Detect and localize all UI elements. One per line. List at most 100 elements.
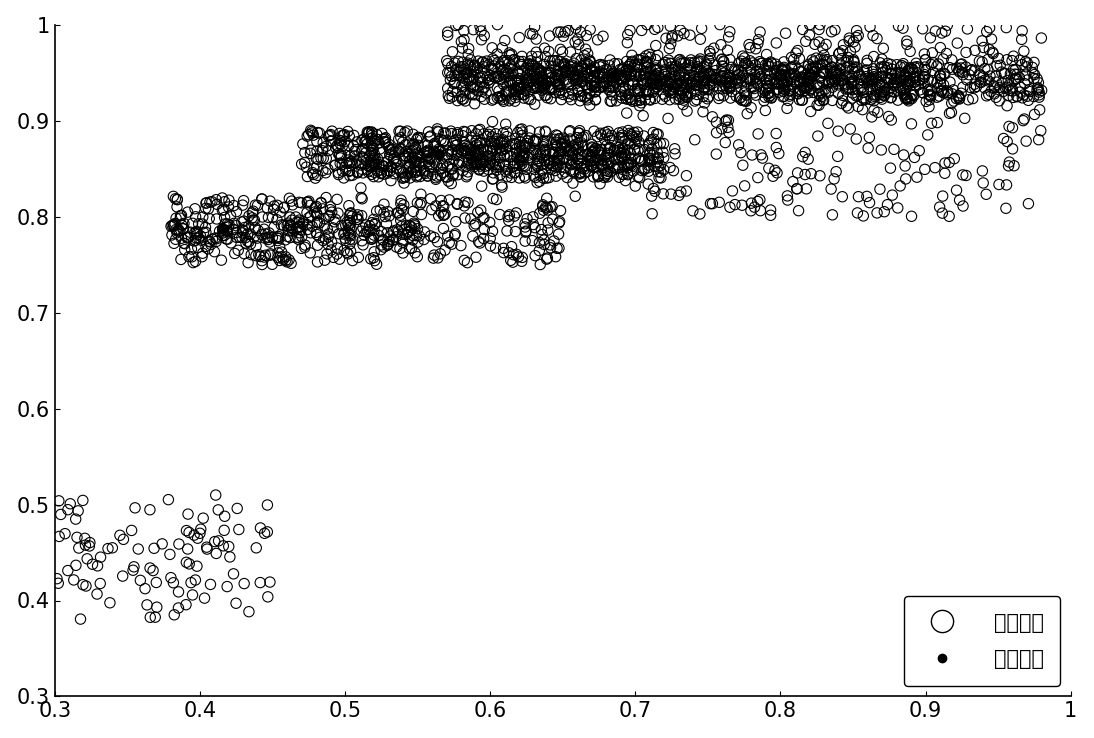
Point <box>712 71 730 83</box>
Point <box>934 190 952 202</box>
Point <box>858 94 875 106</box>
Point <box>635 130 652 142</box>
Point <box>560 126 578 138</box>
Point <box>696 82 713 94</box>
Point <box>473 34 490 46</box>
Point <box>462 54 479 66</box>
Point <box>357 219 374 231</box>
Point <box>689 57 707 69</box>
Point <box>531 77 548 89</box>
Point <box>206 246 223 258</box>
Point <box>990 179 1008 190</box>
Point <box>947 93 965 105</box>
Point <box>695 106 712 117</box>
Point <box>939 85 956 97</box>
Point <box>563 69 581 81</box>
Point <box>573 75 591 87</box>
Point <box>615 81 632 93</box>
Point <box>815 94 833 106</box>
Point <box>480 58 498 70</box>
Point <box>516 142 534 154</box>
Point <box>647 92 664 104</box>
Point <box>392 210 409 221</box>
Point <box>618 145 636 156</box>
Point <box>569 137 586 149</box>
Point <box>486 71 503 83</box>
Point <box>324 222 341 234</box>
Point <box>986 88 1003 100</box>
Point <box>423 169 441 181</box>
Point <box>1012 81 1029 93</box>
Point <box>526 135 544 147</box>
Point <box>476 224 493 235</box>
Point <box>235 578 253 590</box>
Point <box>954 81 971 93</box>
Point <box>364 154 382 166</box>
Point <box>387 241 405 253</box>
Point <box>309 145 326 156</box>
Point <box>1025 72 1043 84</box>
Point <box>513 50 531 62</box>
Point <box>586 81 604 93</box>
Point <box>184 218 201 230</box>
Point <box>490 161 508 173</box>
Point <box>674 85 691 97</box>
Point <box>392 164 409 176</box>
Point <box>872 61 889 73</box>
Point <box>201 236 219 248</box>
Point <box>582 63 600 75</box>
Point <box>661 162 678 173</box>
Point <box>489 139 507 151</box>
Point <box>828 68 846 80</box>
Point <box>875 86 893 97</box>
Point <box>548 55 566 66</box>
Point <box>618 68 636 80</box>
Point <box>513 149 531 161</box>
Point <box>551 133 569 145</box>
Point <box>876 82 894 94</box>
Point <box>640 49 657 61</box>
Point <box>511 159 528 171</box>
Point <box>792 76 810 88</box>
Point <box>507 139 524 151</box>
Point <box>411 156 429 168</box>
Point <box>686 83 703 94</box>
Point <box>330 149 348 161</box>
Point <box>941 62 958 74</box>
Point <box>897 173 915 184</box>
Point <box>957 46 975 58</box>
Point <box>555 30 572 42</box>
Point <box>407 166 424 178</box>
Point <box>621 24 639 36</box>
Point <box>550 149 568 161</box>
Point <box>598 71 616 83</box>
Point <box>776 83 793 95</box>
Point <box>502 75 520 86</box>
Point <box>779 194 796 206</box>
Point <box>997 83 1014 94</box>
Point <box>1008 72 1025 84</box>
Point <box>177 556 195 568</box>
Point <box>848 133 865 145</box>
Point <box>269 247 287 259</box>
Point <box>141 562 159 574</box>
Point <box>360 160 377 172</box>
Point <box>684 205 701 217</box>
Point <box>473 25 490 37</box>
Point <box>979 54 997 66</box>
Point <box>452 240 469 252</box>
Point <box>526 98 544 110</box>
Point <box>917 54 934 66</box>
Point <box>503 241 521 252</box>
Point <box>759 87 777 99</box>
Point <box>629 145 647 156</box>
Point <box>900 63 918 75</box>
Point <box>385 153 403 165</box>
Point <box>846 56 863 68</box>
Point <box>486 61 503 72</box>
Point <box>408 230 426 241</box>
Point <box>328 248 346 260</box>
Point <box>976 74 993 86</box>
Point <box>476 67 493 79</box>
Point <box>805 63 823 75</box>
